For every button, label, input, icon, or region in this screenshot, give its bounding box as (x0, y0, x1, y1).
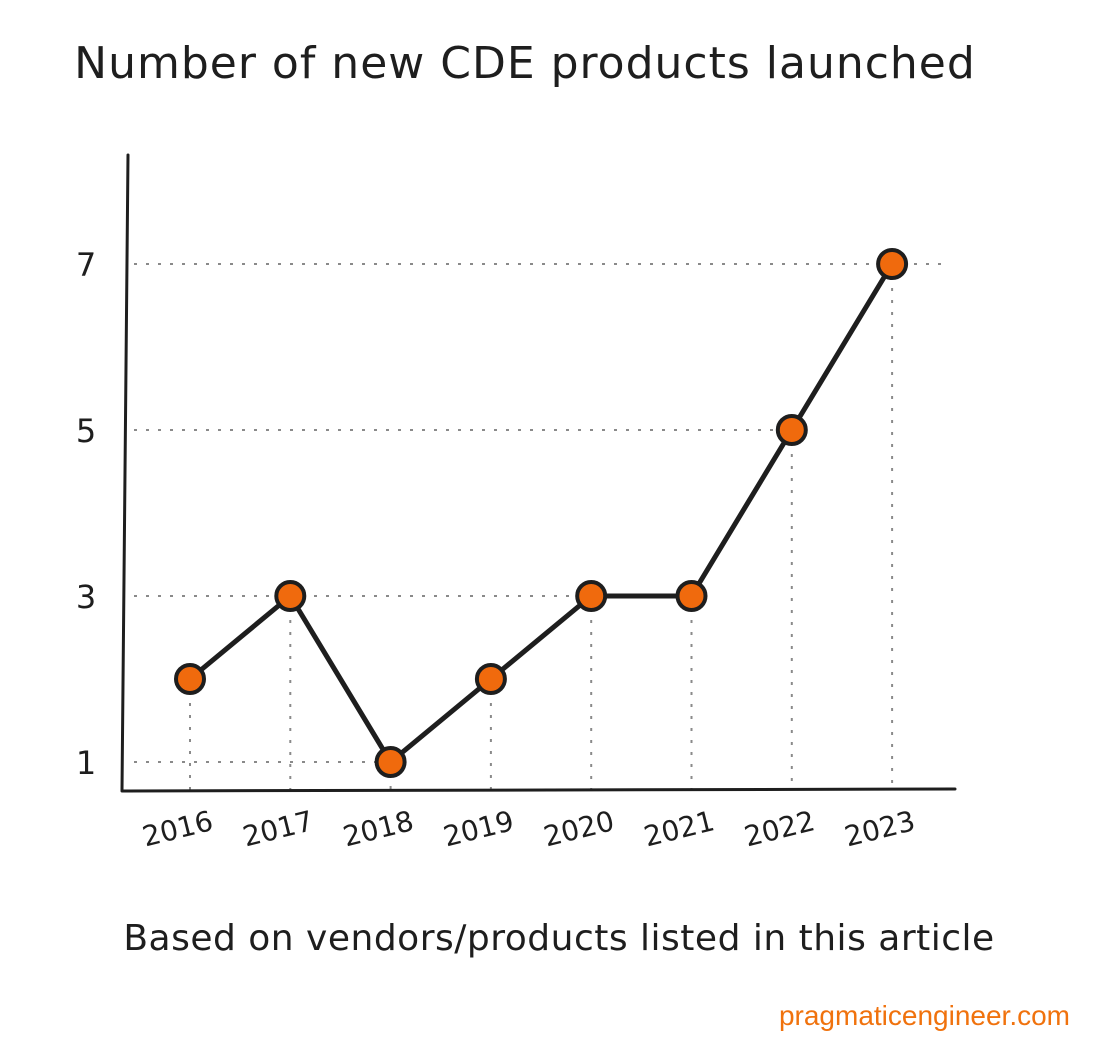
line-chart: 1 3 5 7 2016 2017 2018 2019 2020 2021 2022 2023 (76, 153, 957, 853)
x-tick-label: 2021 (641, 804, 718, 853)
series-line (187, 261, 895, 765)
data-point (474, 663, 507, 695)
source-link[interactable]: pragmaticengineer.com (778, 1000, 1070, 1031)
data-point (675, 580, 708, 612)
y-tick-labels: 1 3 5 7 (76, 246, 96, 782)
y-tick-label: 7 (76, 246, 96, 284)
x-tick-label: 2017 (239, 804, 316, 853)
chart-title: Number of new CDE products launched (74, 38, 976, 89)
y-tick-label: 3 (76, 578, 96, 616)
data-point (575, 580, 608, 612)
data-point (775, 414, 808, 446)
data-point (374, 746, 407, 778)
y-tick-label: 1 (76, 744, 96, 782)
x-tick-label: 2018 (340, 804, 417, 853)
x-tick-label: 2022 (741, 804, 818, 853)
x-tick-label: 2020 (540, 804, 617, 853)
grid-lines (134, 263, 950, 790)
x-tick-label: 2023 (841, 804, 918, 853)
data-point (174, 663, 206, 695)
chart-caption: Based on vendors/products listed in this… (123, 918, 995, 959)
x-tick-label: 2016 (139, 804, 216, 853)
y-axis (120, 153, 130, 792)
data-point (876, 248, 909, 280)
data-point (274, 580, 307, 612)
data-points (174, 248, 909, 778)
x-tick-label: 2019 (440, 804, 517, 853)
y-tick-label: 5 (76, 412, 96, 450)
x-axis (120, 787, 957, 793)
x-tick-labels: 2016 2017 2018 2019 2020 2021 2022 2023 (139, 804, 918, 853)
